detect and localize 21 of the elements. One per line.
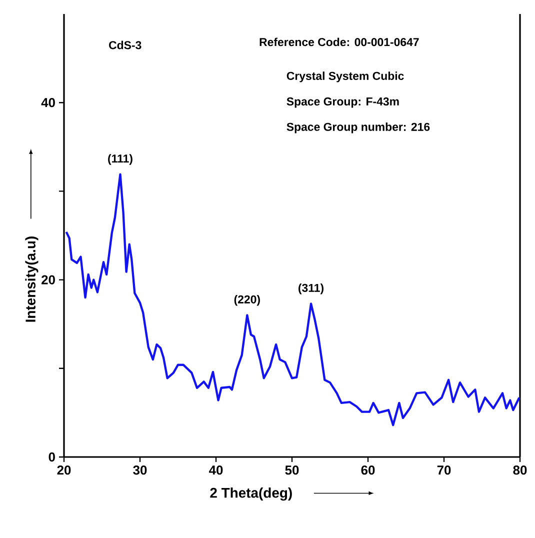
line-series — [65, 173, 520, 426]
x-tick-label: 70 — [437, 466, 451, 475]
y-axis-title: Intensity(a.u) — [25, 236, 38, 322]
annotation: (111) — [108, 154, 132, 165]
annotation: Space Group number: 216 — [286, 122, 430, 134]
x-tick-label: 30 — [133, 466, 147, 475]
annotation: Reference Code: 00-001-0647 — [260, 38, 419, 46]
annotation: CdS-3 — [109, 40, 142, 50]
x-tick-label: 40 — [209, 466, 223, 475]
y-tick-label: 0 — [48, 452, 55, 462]
x-axis-title: 2 Theta(deg) — [210, 488, 292, 501]
annotation: (311) — [298, 284, 324, 294]
annotation: (220) — [234, 295, 260, 306]
x-tick-label: 20 — [57, 466, 71, 475]
y-tick-label: 20 — [42, 275, 55, 284]
annotation: Crystal System Cubic — [286, 72, 404, 82]
x-tick-label: 80 — [513, 466, 527, 475]
x-tick-label: 50 — [285, 466, 299, 475]
y-tick-label: 40 — [41, 98, 55, 108]
x-tick-label: 60 — [361, 466, 375, 475]
annotation: Space Group: F-43m — [286, 97, 399, 108]
